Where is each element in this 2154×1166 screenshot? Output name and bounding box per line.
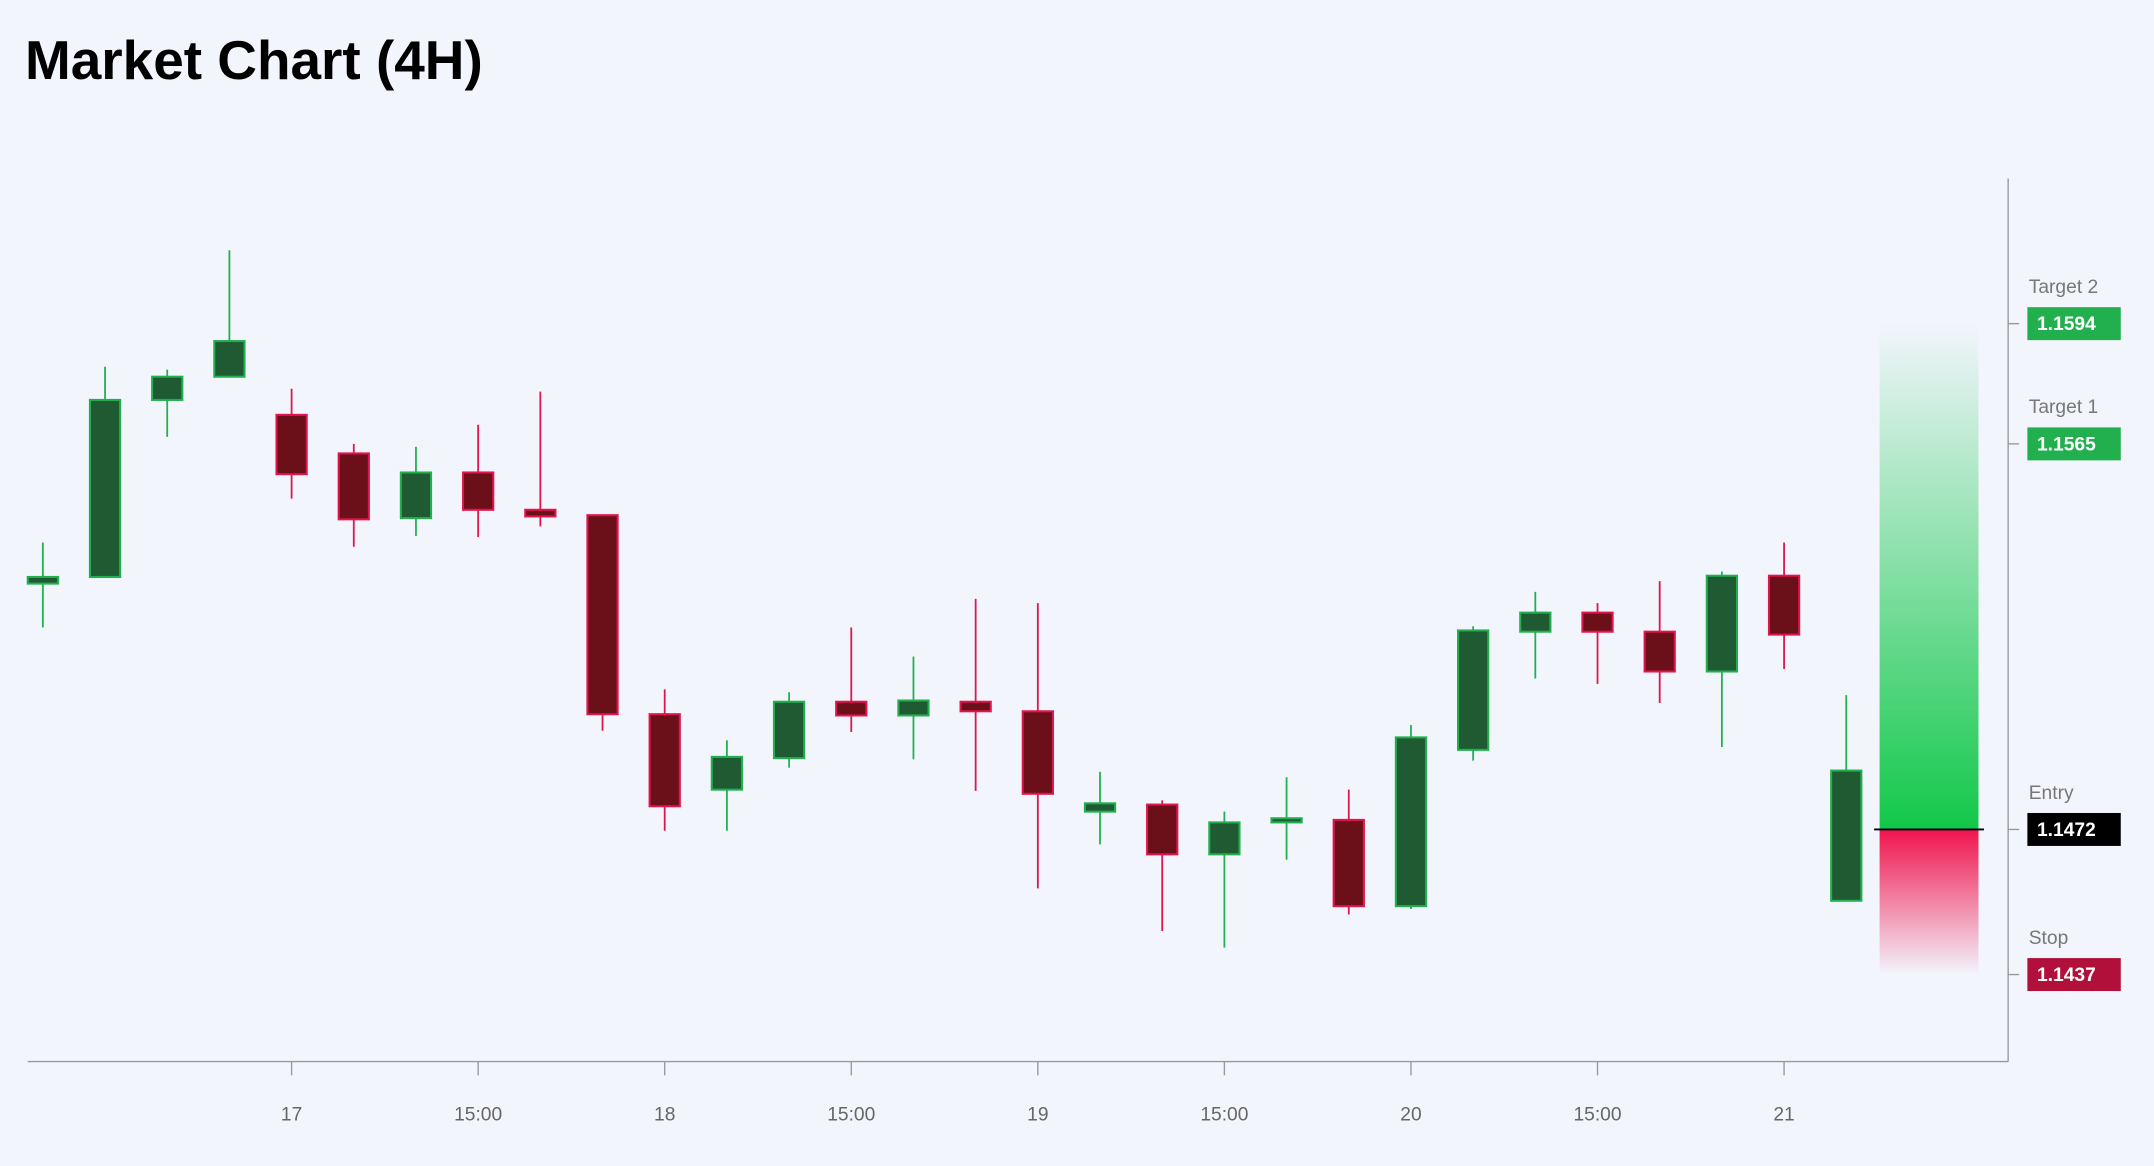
profit-zone xyxy=(1879,323,1979,830)
candle-body xyxy=(1519,611,1552,633)
candle-body xyxy=(151,375,184,401)
candle-body xyxy=(399,471,433,520)
candle-body xyxy=(462,471,495,511)
chart-title: Market Chart (4H) xyxy=(25,29,483,91)
candle-body xyxy=(897,699,930,717)
candle-body xyxy=(1643,630,1676,673)
x-tick-label: 15:00 xyxy=(454,1104,502,1125)
x-tick-label: 15:00 xyxy=(1573,1104,1621,1125)
level-box xyxy=(2027,958,2121,992)
level-name: Entry xyxy=(2029,783,2074,804)
candle-body xyxy=(1457,629,1490,751)
candle-body xyxy=(1705,574,1739,673)
candle-body xyxy=(1830,769,1863,902)
level-box xyxy=(2027,427,2121,461)
level-value: 1.1565 xyxy=(2037,434,2096,455)
candle-body xyxy=(1208,821,1241,856)
level-value: 1.1472 xyxy=(2037,820,2096,841)
level-box xyxy=(2027,307,2121,341)
level-name: Target 1 xyxy=(2029,397,2098,418)
x-tick-label: 21 xyxy=(1773,1104,1794,1125)
candle-body xyxy=(648,713,681,808)
level-value: 1.1437 xyxy=(2037,965,2096,986)
candle-body xyxy=(1332,818,1365,908)
candle-body xyxy=(772,700,806,760)
candle-body xyxy=(1021,710,1054,795)
loss-zone xyxy=(1879,829,1979,975)
candle-body xyxy=(1270,817,1303,824)
x-tick-label: 20 xyxy=(1400,1104,1421,1125)
x-tick-label: 18 xyxy=(654,1104,675,1125)
x-tick-label: 15:00 xyxy=(827,1104,875,1125)
x-tick-label: 17 xyxy=(281,1104,302,1125)
level-box xyxy=(2027,812,2121,846)
candle-body xyxy=(835,700,868,717)
level-name: Stop xyxy=(2029,928,2069,949)
candle-body xyxy=(959,700,992,713)
level-value: 1.1594 xyxy=(2037,314,2096,335)
candle-body xyxy=(88,398,122,578)
candle-body xyxy=(1394,736,1428,908)
x-tick-label: 15:00 xyxy=(1200,1104,1248,1125)
candle-body xyxy=(337,452,370,521)
candle-body xyxy=(1146,803,1179,856)
candle-body xyxy=(275,413,308,476)
candle-body xyxy=(1581,611,1614,633)
candle-body xyxy=(524,508,557,518)
candle-body xyxy=(1767,574,1801,636)
candle-body xyxy=(26,575,59,585)
candle-body xyxy=(586,514,619,716)
x-tick-label: 19 xyxy=(1027,1104,1048,1125)
candle-body xyxy=(710,755,744,791)
level-name: Target 2 xyxy=(2029,277,2098,298)
candle-body xyxy=(1083,802,1117,813)
candle-body xyxy=(213,340,246,378)
